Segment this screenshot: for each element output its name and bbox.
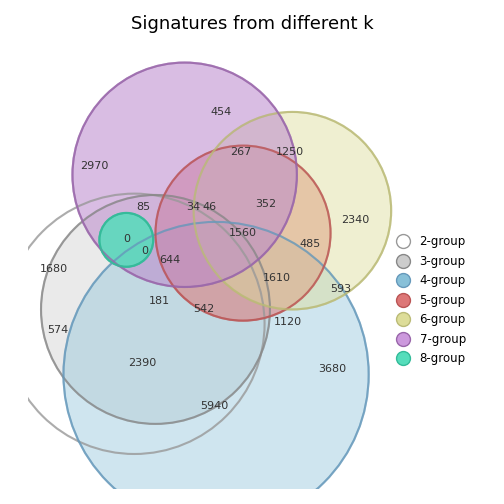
Text: 574: 574 — [47, 325, 69, 335]
Text: 1610: 1610 — [263, 273, 291, 283]
Text: 485: 485 — [300, 239, 321, 249]
Text: 352: 352 — [255, 199, 276, 209]
Text: 267: 267 — [230, 147, 251, 157]
Circle shape — [99, 213, 153, 267]
Text: 2970: 2970 — [80, 161, 108, 171]
Text: 644: 644 — [160, 255, 181, 265]
Circle shape — [41, 195, 270, 424]
Text: 46: 46 — [202, 202, 216, 212]
Circle shape — [73, 62, 297, 287]
Title: Signatures from different k: Signatures from different k — [131, 15, 373, 33]
Text: 1680: 1680 — [39, 264, 68, 274]
Text: 593: 593 — [330, 284, 351, 294]
Text: 542: 542 — [193, 303, 214, 313]
Circle shape — [64, 222, 369, 504]
Text: 3680: 3680 — [318, 364, 346, 373]
Circle shape — [4, 194, 265, 454]
Text: 181: 181 — [149, 296, 170, 306]
Text: 1120: 1120 — [274, 317, 302, 327]
Legend: 2-group, 3-group, 4-group, 5-group, 6-group, 7-group, 8-group: 2-group, 3-group, 4-group, 5-group, 6-gr… — [387, 231, 471, 370]
Text: 1250: 1250 — [276, 147, 304, 157]
Text: 5940: 5940 — [200, 401, 228, 411]
Text: 454: 454 — [210, 107, 231, 117]
Text: 85: 85 — [136, 202, 150, 212]
Circle shape — [194, 112, 391, 309]
Text: 0: 0 — [141, 246, 148, 256]
Circle shape — [156, 146, 331, 321]
Text: 2390: 2390 — [128, 358, 156, 368]
Text: 2340: 2340 — [341, 215, 369, 225]
Text: 0: 0 — [123, 233, 130, 243]
Text: 1560: 1560 — [229, 228, 257, 238]
Text: 34: 34 — [186, 202, 201, 212]
